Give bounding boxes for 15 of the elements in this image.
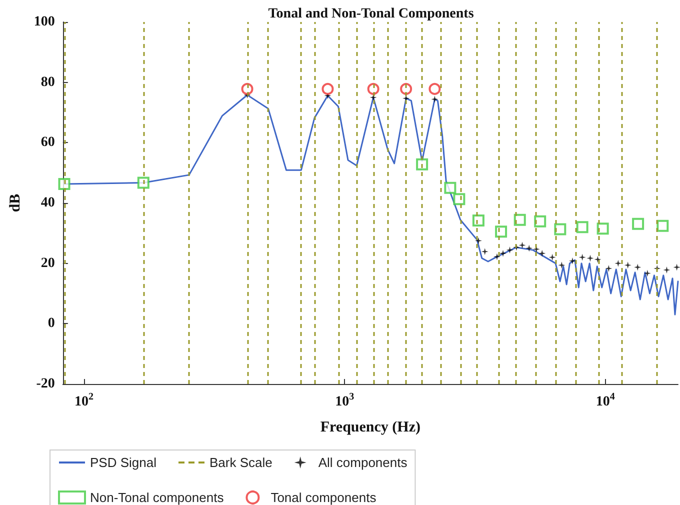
legend-label: Non-Tonal components: [90, 490, 224, 505]
y-tick-label: 60: [40, 135, 55, 150]
legend-label: PSD Signal: [90, 455, 157, 470]
x-axis-title: Frequency (Hz): [320, 420, 421, 436]
y-tick-label: 100: [34, 14, 55, 30]
y-axis-title: dB: [8, 194, 24, 212]
legend-label: Bark Scale: [209, 455, 272, 470]
chart-title: Tonal and Non-Tonal Components: [268, 6, 474, 22]
y-tick-label: -20: [36, 376, 55, 392]
y-tick-label: 20: [40, 256, 55, 271]
y-tick-label: 80: [40, 74, 55, 90]
legend-label: Tonal components: [270, 490, 377, 505]
y-tick-label: 40: [40, 196, 55, 210]
y-tick-label: 0: [48, 316, 55, 332]
legend-label: All components: [318, 455, 408, 470]
